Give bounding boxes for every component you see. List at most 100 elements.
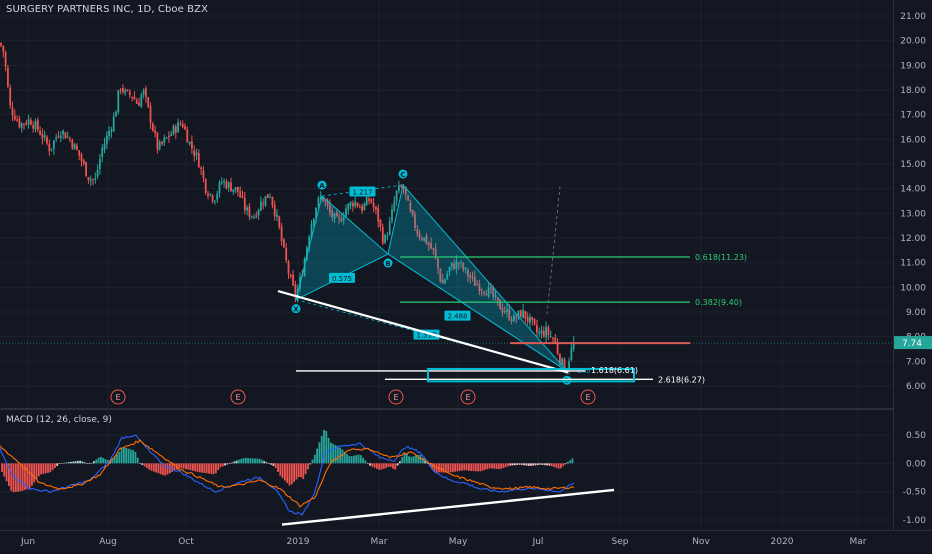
candle-body[interactable]: [225, 181, 228, 189]
candle-body[interactable]: [480, 289, 483, 291]
candle-body[interactable]: [7, 68, 9, 87]
candle-body[interactable]: [377, 208, 380, 222]
candle-body[interactable]: [501, 308, 504, 313]
candle-body[interactable]: [361, 205, 363, 212]
candle-body[interactable]: [485, 293, 488, 296]
candle-body[interactable]: [478, 284, 481, 292]
candle-body[interactable]: [112, 116, 115, 132]
candle-body[interactable]: [99, 158, 101, 170]
candle-body[interactable]: [89, 178, 92, 181]
candle-body[interactable]: [124, 89, 127, 94]
candle-body[interactable]: [96, 169, 99, 177]
candle-body[interactable]: [448, 267, 451, 273]
candle-body[interactable]: [76, 145, 78, 150]
candle-body[interactable]: [154, 130, 156, 133]
candle-body[interactable]: [510, 319, 513, 322]
candle-body[interactable]: [384, 235, 386, 244]
candle-body[interactable]: [432, 247, 435, 250]
candle-body[interactable]: [352, 202, 354, 207]
candle-body[interactable]: [248, 206, 251, 217]
candle-body[interactable]: [308, 236, 311, 249]
candle-body[interactable]: [533, 319, 536, 325]
candle-body[interactable]: [39, 130, 41, 135]
candle-body[interactable]: [469, 275, 472, 278]
candle-body[interactable]: [331, 210, 334, 218]
candle-body[interactable]: [365, 197, 368, 206]
candle-body[interactable]: [4, 52, 7, 67]
candle-body[interactable]: [264, 196, 267, 206]
candle-body[interactable]: [356, 202, 359, 207]
prz-box[interactable]: [427, 367, 635, 383]
candle-body[interactable]: [230, 182, 232, 192]
candle-body[interactable]: [260, 201, 262, 211]
candle-body[interactable]: [122, 88, 124, 92]
candle-body[interactable]: [241, 196, 244, 198]
candle-body[interactable]: [531, 316, 534, 321]
candle-body[interactable]: [508, 308, 511, 320]
candle-body[interactable]: [499, 299, 501, 310]
candle-body[interactable]: [404, 186, 407, 195]
candle-body[interactable]: [16, 119, 18, 121]
earnings-marker[interactable]: E: [230, 389, 246, 405]
candle-body[interactable]: [165, 137, 168, 139]
candle-body[interactable]: [473, 276, 476, 286]
candle-body[interactable]: [483, 291, 485, 294]
candle-body[interactable]: [462, 263, 465, 270]
candle-body[interactable]: [552, 337, 554, 339]
candle-body[interactable]: [216, 193, 219, 200]
candle-body[interactable]: [524, 310, 527, 319]
candle-body[interactable]: [227, 182, 230, 188]
candle-body[interactable]: [62, 130, 64, 135]
candle-body[interactable]: [425, 235, 428, 244]
candle-body[interactable]: [453, 263, 455, 270]
candle-body[interactable]: [287, 261, 290, 274]
candle-body[interactable]: [324, 200, 327, 202]
candle-body[interactable]: [271, 197, 274, 206]
candle-body[interactable]: [179, 123, 182, 125]
candle-body[interactable]: [319, 196, 322, 200]
pane-divider[interactable]: [0, 408, 893, 410]
candle-body[interactable]: [549, 336, 552, 338]
pattern-point-x[interactable]: X: [291, 304, 301, 314]
candle-body[interactable]: [285, 247, 288, 261]
earnings-marker[interactable]: E: [460, 389, 476, 405]
candle-body[interactable]: [536, 325, 538, 333]
candle-body[interactable]: [329, 204, 331, 213]
candle-body[interactable]: [372, 202, 375, 208]
candle-body[interactable]: [370, 199, 373, 203]
candle-body[interactable]: [13, 115, 16, 120]
candle-body[interactable]: [55, 137, 58, 140]
candle-body[interactable]: [421, 238, 423, 240]
candle-body[interactable]: [87, 177, 90, 181]
candle-body[interactable]: [391, 209, 393, 222]
candle-body[interactable]: [538, 332, 541, 334]
candle-body[interactable]: [400, 186, 403, 188]
candle-body[interactable]: [559, 354, 561, 364]
candle-body[interactable]: [103, 143, 106, 150]
candle-body[interactable]: [358, 207, 361, 209]
candle-body[interactable]: [395, 190, 398, 202]
candle-body[interactable]: [326, 200, 329, 206]
candle-body[interactable]: [487, 287, 490, 298]
macd-trendline[interactable]: [281, 488, 615, 526]
candle-body[interactable]: [414, 214, 416, 228]
candle-body[interactable]: [317, 198, 320, 207]
candle-body[interactable]: [340, 219, 343, 222]
candle-body[interactable]: [335, 211, 338, 217]
candle-body[interactable]: [234, 187, 237, 191]
candle-body[interactable]: [255, 215, 258, 218]
candle-body[interactable]: [223, 181, 225, 183]
candle-body[interactable]: [145, 88, 147, 97]
candle-body[interactable]: [18, 118, 21, 128]
candle-body[interactable]: [174, 126, 177, 133]
candle-body[interactable]: [66, 136, 69, 138]
candle-body[interactable]: [147, 97, 150, 107]
candle-body[interactable]: [439, 269, 442, 282]
candle-body[interactable]: [115, 112, 117, 117]
candle-body[interactable]: [276, 214, 278, 217]
candle-body[interactable]: [273, 204, 276, 217]
candle-body[interactable]: [398, 185, 400, 192]
candle-body[interactable]: [402, 187, 405, 189]
candle-body[interactable]: [257, 210, 260, 216]
